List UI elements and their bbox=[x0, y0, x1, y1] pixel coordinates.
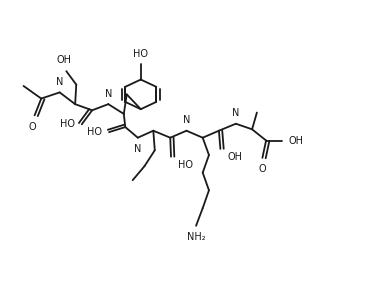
Text: OH: OH bbox=[227, 152, 242, 162]
Text: O: O bbox=[29, 122, 37, 132]
Text: NH₂: NH₂ bbox=[187, 232, 205, 242]
Text: HO: HO bbox=[178, 160, 193, 169]
Text: OH: OH bbox=[289, 135, 304, 146]
Text: N: N bbox=[183, 115, 190, 125]
Text: O: O bbox=[259, 164, 266, 174]
Text: HO: HO bbox=[60, 119, 75, 129]
Text: N: N bbox=[232, 108, 239, 118]
Text: N: N bbox=[134, 144, 141, 154]
Text: HO: HO bbox=[133, 49, 148, 59]
Text: HO: HO bbox=[87, 127, 102, 137]
Text: N: N bbox=[105, 89, 112, 99]
Text: N: N bbox=[56, 77, 63, 87]
Text: OH: OH bbox=[57, 55, 72, 65]
